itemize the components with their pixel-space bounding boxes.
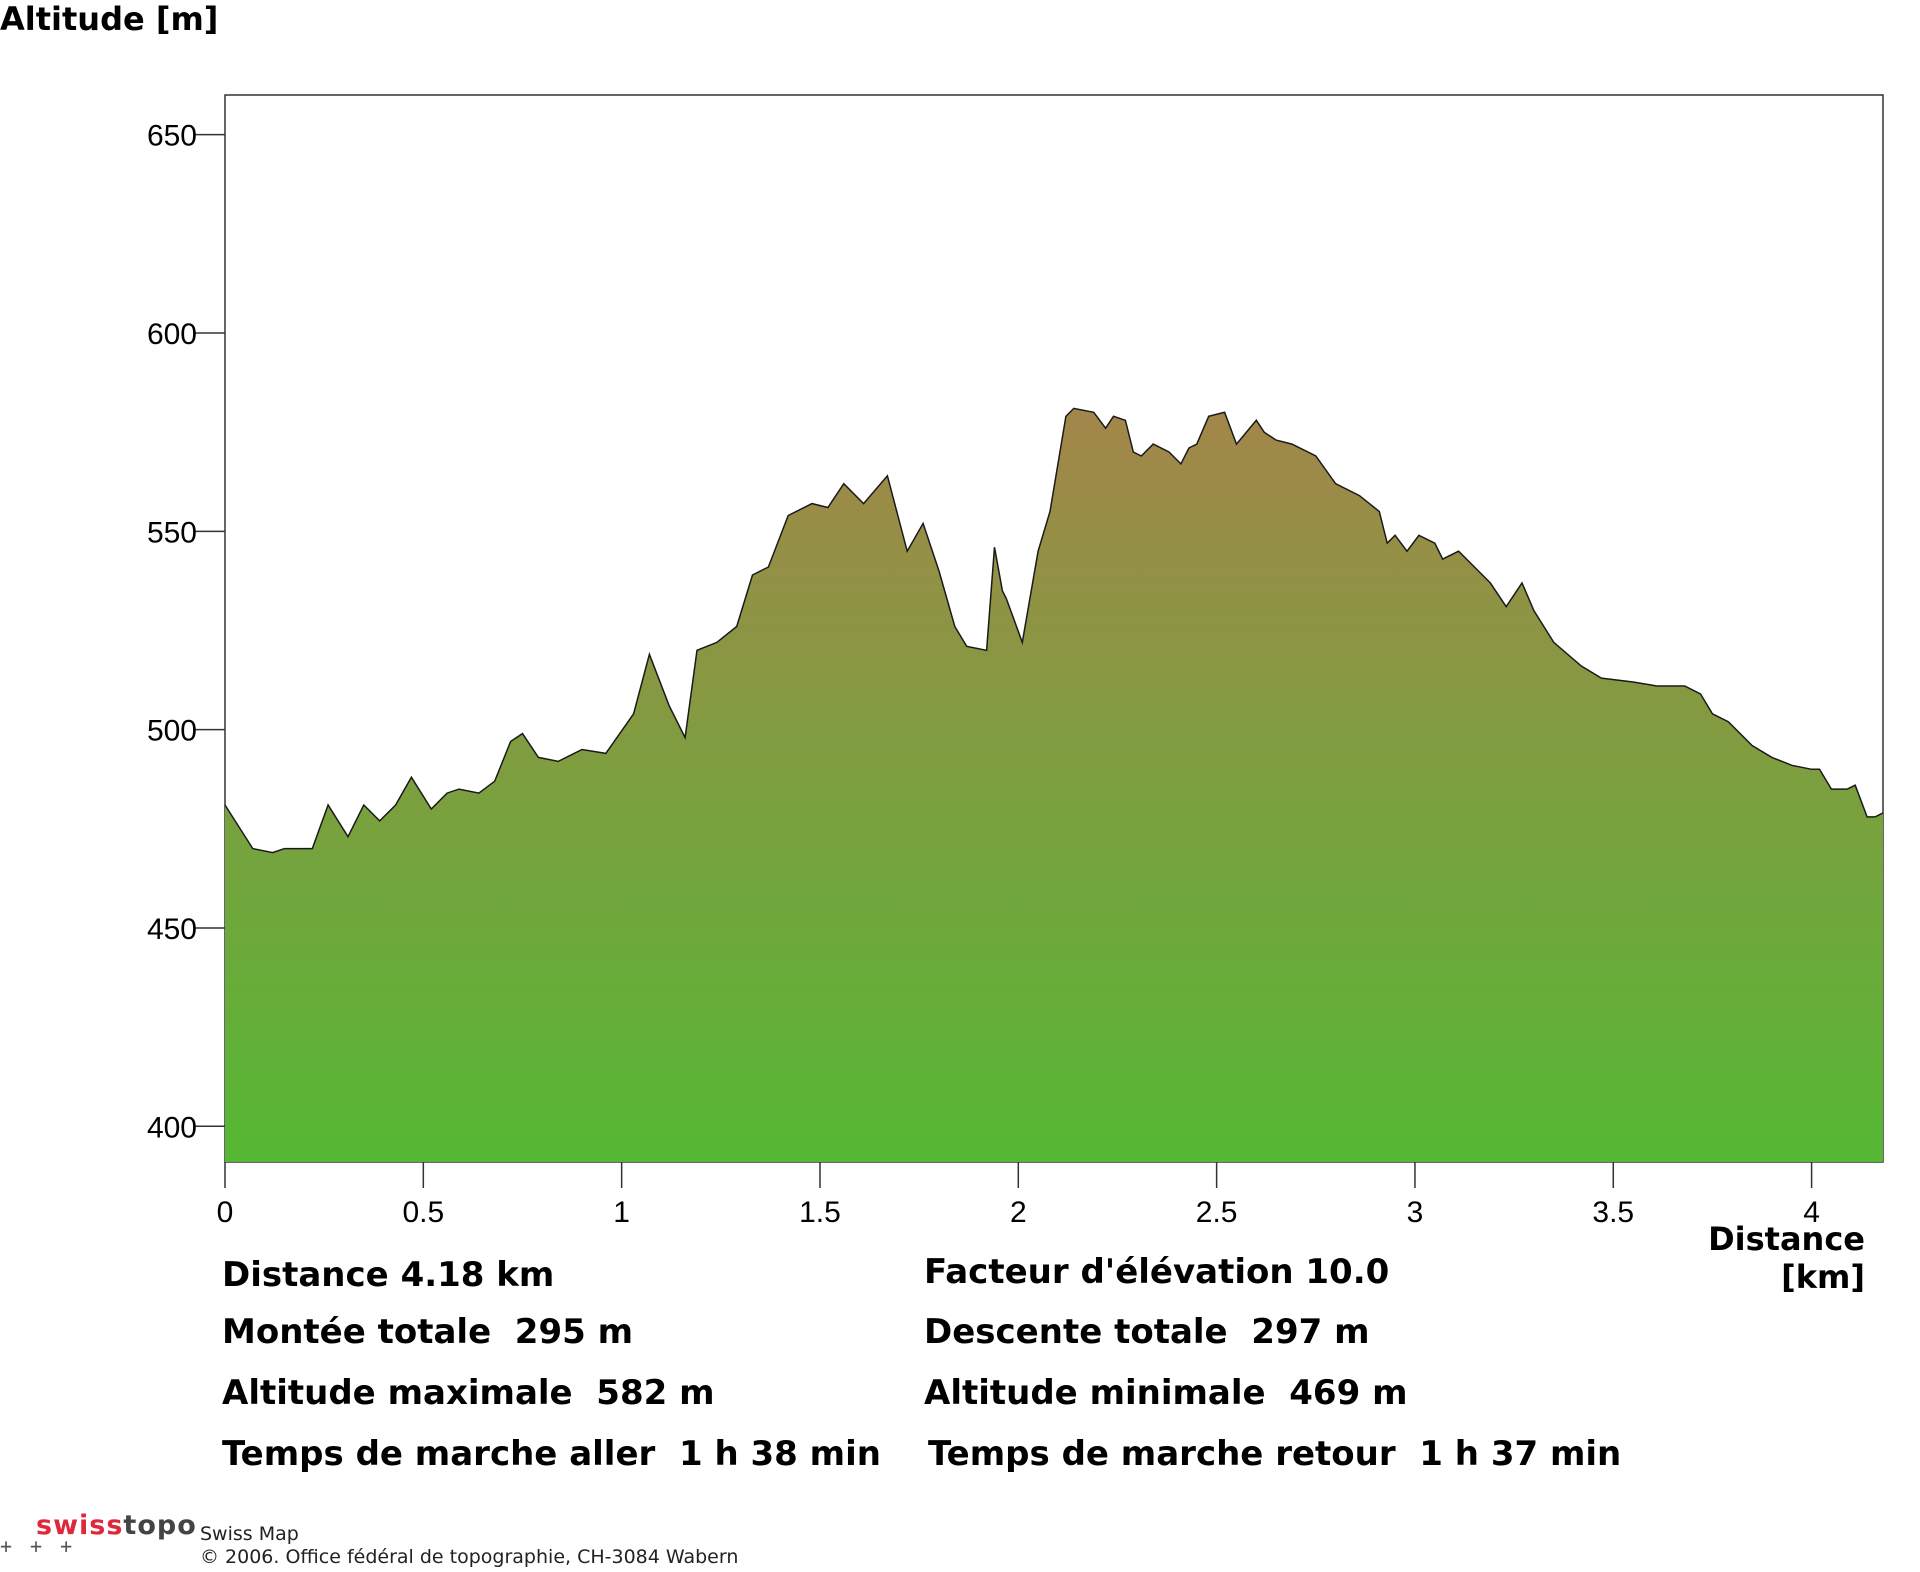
footer-copyright: © 2006. Office fédéral de topographie, C… <box>200 1546 739 1568</box>
elevation-line <box>224 407 1884 854</box>
x-axis-label: Distance [km] <box>1708 1220 1865 1296</box>
swisstopo-logo: swisstopo <box>36 1510 197 1541</box>
x-tick-label: 1.5 <box>799 1196 841 1229</box>
stat-total-descent: Descente totale 297 m <box>924 1312 1370 1352</box>
stat-total-ascent: Montée totale 295 m <box>222 1312 634 1352</box>
stat-walk-time-out: Temps de marche aller 1 h 38 min <box>222 1434 881 1474</box>
x-tick-label: 1 <box>613 1196 630 1229</box>
y-tick-label: 550 <box>147 516 197 549</box>
footer-product: Swiss Map <box>200 1523 299 1545</box>
x-tick-label: 2 <box>1010 1196 1027 1229</box>
stat-elevation-factor: Facteur d'élévation 10.0 <box>924 1252 1390 1292</box>
x-tick-label: 3 <box>1407 1196 1424 1229</box>
stat-walk-time-return: Temps de marche retour 1 h 37 min <box>928 1434 1622 1474</box>
y-axis-label: Altitude [m] <box>0 0 219 38</box>
stat-distance: Distance 4.18 km <box>222 1255 555 1295</box>
y-axis: 400 450 500 550 600 650 <box>147 120 225 1144</box>
y-tick-label: 600 <box>147 318 197 351</box>
x-tick-label: 0 <box>217 1196 234 1229</box>
x-axis: 0 0.5 1 1.5 2 2.5 3 3.5 4 <box>217 1162 1820 1229</box>
crosshair-marks: +++ <box>0 1534 91 1558</box>
x-tick-label: 3.5 <box>1592 1196 1634 1229</box>
x-tick-label: 0.5 <box>402 1196 444 1229</box>
elevation-area <box>225 408 1883 1162</box>
y-tick-label: 650 <box>147 120 197 153</box>
y-tick-label: 500 <box>147 715 197 748</box>
x-tick-label: 2.5 <box>1196 1196 1238 1229</box>
y-tick-label: 450 <box>147 913 197 946</box>
x-tick-label: 4 <box>1803 1196 1820 1229</box>
stat-max-altitude: Altitude maximale 582 m <box>222 1373 715 1413</box>
y-tick-label: 400 <box>147 1111 197 1144</box>
stat-min-altitude: Altitude minimale 469 m <box>924 1373 1408 1413</box>
